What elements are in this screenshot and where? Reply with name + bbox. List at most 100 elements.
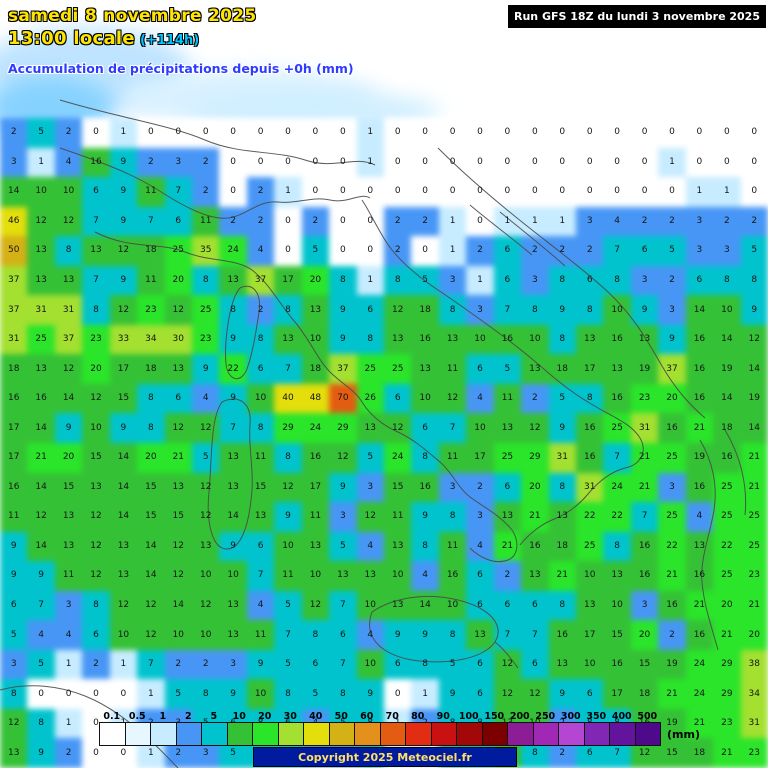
precip-value: 6	[477, 688, 483, 699]
precip-cell	[329, 118, 357, 148]
precip-value: 1	[422, 688, 428, 699]
precip-value: 5	[38, 659, 44, 670]
precip-value: 25	[721, 481, 733, 492]
precip-value: 8	[257, 334, 264, 345]
precip-value: 25	[364, 363, 376, 374]
copyright-link[interactable]: Copyright 2025 Meteociel.fr	[253, 747, 517, 767]
precip-value: 13	[199, 540, 212, 551]
precip-cell	[82, 147, 110, 178]
precip-value: 31	[35, 304, 47, 315]
precip-cell	[82, 590, 110, 621]
legend-tick: 100	[458, 711, 479, 722]
precip-value: 18	[556, 363, 568, 374]
precip-value: 0	[531, 156, 538, 167]
precip-cell	[164, 295, 192, 325]
precip-cell	[356, 383, 384, 414]
precip-cell	[576, 561, 604, 591]
precip-value: 19	[638, 363, 651, 374]
precip-value: 15	[145, 481, 157, 492]
precip-cell	[685, 324, 714, 355]
precip-value: 1	[38, 156, 44, 167]
precip-value: 6	[531, 599, 538, 610]
precip-value: 14	[117, 511, 130, 522]
precip-cell	[27, 295, 55, 325]
precip-value: 8	[339, 274, 346, 285]
precip-cell	[164, 649, 192, 680]
precip-cell	[438, 177, 467, 207]
precip-cell	[411, 295, 439, 325]
precip-cell	[54, 649, 83, 680]
precip-value: 9	[422, 511, 428, 522]
precip-cell	[576, 147, 604, 178]
precip-value: 0	[669, 127, 675, 138]
precip-value: 1	[696, 186, 703, 197]
precip-value: 1	[559, 215, 566, 226]
precip-cell	[109, 442, 138, 473]
precip-value: 34	[748, 688, 760, 699]
precip-value: 10	[199, 629, 212, 640]
precip-value: 12	[62, 363, 75, 374]
precip-value: 13	[227, 274, 239, 285]
precip-value: 31	[62, 304, 75, 315]
precip-value: 8	[285, 452, 291, 463]
precip-cell	[356, 561, 384, 591]
precip-value: 7	[93, 215, 99, 226]
precip-cell	[384, 206, 412, 237]
precip-cell	[630, 206, 659, 237]
precip-cell	[685, 620, 714, 650]
precip-value: 4	[696, 511, 703, 522]
precip-value: 9	[10, 540, 17, 551]
precip-value: 13	[391, 540, 404, 551]
precip-value: 8	[394, 274, 401, 285]
precip-value: 25	[501, 452, 514, 463]
precip-value: 20	[90, 363, 102, 374]
precip-cell	[54, 413, 83, 443]
precip-value: 12	[145, 629, 157, 640]
precip-value: 15	[611, 629, 623, 640]
precip-cell	[493, 442, 522, 473]
legend-color-box	[303, 722, 330, 746]
precip-value: 13	[583, 599, 596, 610]
precip-value: 1	[449, 215, 456, 226]
precip-cell	[521, 502, 549, 532]
coastline-path	[0, 685, 179, 768]
precip-value: 7	[504, 304, 511, 315]
precip-cell	[54, 147, 83, 178]
legend-tick-labels: 0.1 0.5 1 2 5 10 20 30 40 50 60 70 80 90 100 150 200 250 3…	[99, 711, 700, 722]
precip-value: 8	[93, 599, 99, 610]
precip-value: 7	[257, 570, 264, 581]
precip-cell	[384, 324, 412, 355]
precip-value: 7	[147, 659, 154, 670]
precip-value: 12	[282, 481, 294, 492]
precip-value: 14	[7, 186, 20, 197]
precip-value: 4	[477, 393, 483, 404]
precip-value: 14	[145, 570, 157, 581]
precip-value: 0	[586, 156, 593, 167]
precip-value: 2	[477, 245, 483, 256]
precip-value: 12	[90, 511, 102, 522]
precip-cell	[219, 590, 247, 621]
precip-cell	[411, 679, 439, 709]
precip-value: 0	[477, 215, 483, 226]
precip-value: 14	[172, 599, 184, 610]
precip-value: 21	[693, 718, 706, 729]
precip-cell	[493, 236, 522, 266]
legend-tick: 40	[309, 711, 323, 722]
precip-value: 5	[751, 245, 758, 256]
precip-value: 10	[254, 393, 267, 404]
precip-value: 22	[666, 540, 678, 551]
precip-cell	[713, 502, 741, 532]
precip-value: 0	[285, 215, 291, 226]
precip-value: 9	[120, 215, 127, 226]
precip-cell	[329, 620, 357, 650]
precip-cell	[630, 295, 659, 325]
precip-cell	[0, 295, 28, 325]
precip-value: 15	[62, 481, 75, 492]
precip-value: 5	[367, 452, 374, 463]
precip-cell	[301, 649, 330, 680]
precip-cell	[630, 620, 659, 650]
precip-value: 2	[559, 245, 566, 256]
precip-value: 37	[254, 274, 267, 285]
precip-cell	[630, 383, 659, 414]
precip-cell	[137, 472, 165, 503]
